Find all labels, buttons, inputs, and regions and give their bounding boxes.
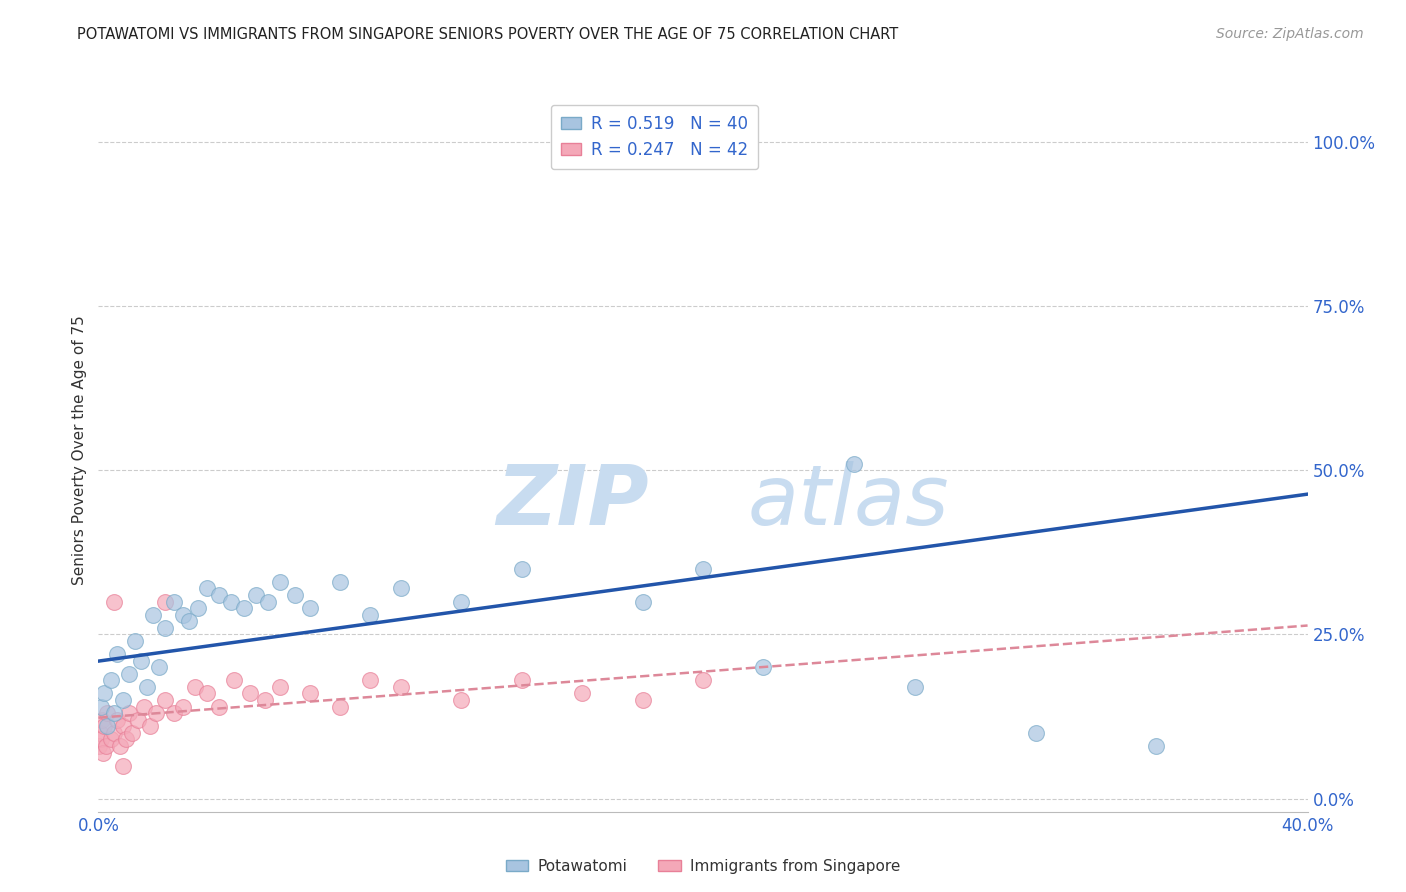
Point [100,673,122,688]
Point [148,660,170,674]
Point [91,746,114,760]
Point [1024,726,1046,740]
Point [132,699,155,714]
Point [208,588,231,602]
Point [89,739,111,753]
Point [153,621,176,635]
Point [124,634,146,648]
Point [105,647,128,661]
Point [129,654,152,668]
Point [389,582,412,596]
Point [256,594,278,608]
Point [91,713,114,727]
Point [118,666,141,681]
Point [224,673,246,688]
Point [329,574,352,589]
Point [163,594,186,608]
Point [121,726,143,740]
Point [221,594,243,608]
Point [93,719,115,733]
Point [904,680,927,694]
Point [139,719,162,733]
Point [692,562,714,576]
Point [153,693,176,707]
Text: ZIP: ZIP [496,460,648,541]
Point [111,758,134,772]
Point [114,732,136,747]
Y-axis label: Seniors Poverty Over the Age of 75: Seniors Poverty Over the Age of 75 [72,316,87,585]
Point [299,686,322,700]
Point [89,726,111,740]
Point [510,562,533,576]
Point [153,594,176,608]
Point [145,706,167,721]
Legend: Potawatomi, Immigrants from Singapore: Potawatomi, Immigrants from Singapore [499,853,907,880]
Point [108,739,131,753]
Point [239,686,262,700]
Text: Source: ZipAtlas.com: Source: ZipAtlas.com [1216,27,1364,41]
Point [269,680,291,694]
Point [184,680,207,694]
Point [105,713,128,727]
Point [208,699,231,714]
Point [571,686,593,700]
Point [127,713,149,727]
Point [135,680,157,694]
Point [269,574,291,589]
Point [96,706,118,721]
Point [111,719,134,733]
Text: POTAWATOMI VS IMMIGRANTS FROM SINGAPORE SENIORS POVERTY OVER THE AGE OF 75 CORRE: POTAWATOMI VS IMMIGRANTS FROM SINGAPORE … [77,27,898,42]
Point [195,686,218,700]
Point [284,588,307,602]
Point [93,686,115,700]
Point [450,594,472,608]
Point [844,457,866,471]
Point [163,706,186,721]
Point [232,601,254,615]
Point [103,726,125,740]
Point [510,673,533,688]
Point [692,673,714,688]
Text: atlas: atlas [747,460,949,541]
Point [96,719,118,733]
Point [752,660,775,674]
Point [90,699,112,714]
Point [179,614,201,628]
Legend: R = 0.519   N = 40, R = 0.247   N = 42: R = 0.519 N = 40, R = 0.247 N = 42 [551,104,758,169]
Point [100,732,122,747]
Point [142,607,165,622]
Point [187,601,209,615]
Point [195,582,218,596]
Point [118,706,141,721]
Point [172,607,194,622]
Point [245,588,267,602]
Point [90,732,112,747]
Point [299,601,322,615]
Point [631,594,654,608]
Point [253,693,276,707]
Point [1144,739,1167,753]
Point [172,699,194,714]
Point [329,699,352,714]
Point [103,594,125,608]
Point [103,706,125,721]
Point [360,607,382,622]
Point [111,693,134,707]
Point [389,680,412,694]
Point [631,693,654,707]
Point [360,673,382,688]
Point [450,693,472,707]
Point [94,739,117,753]
